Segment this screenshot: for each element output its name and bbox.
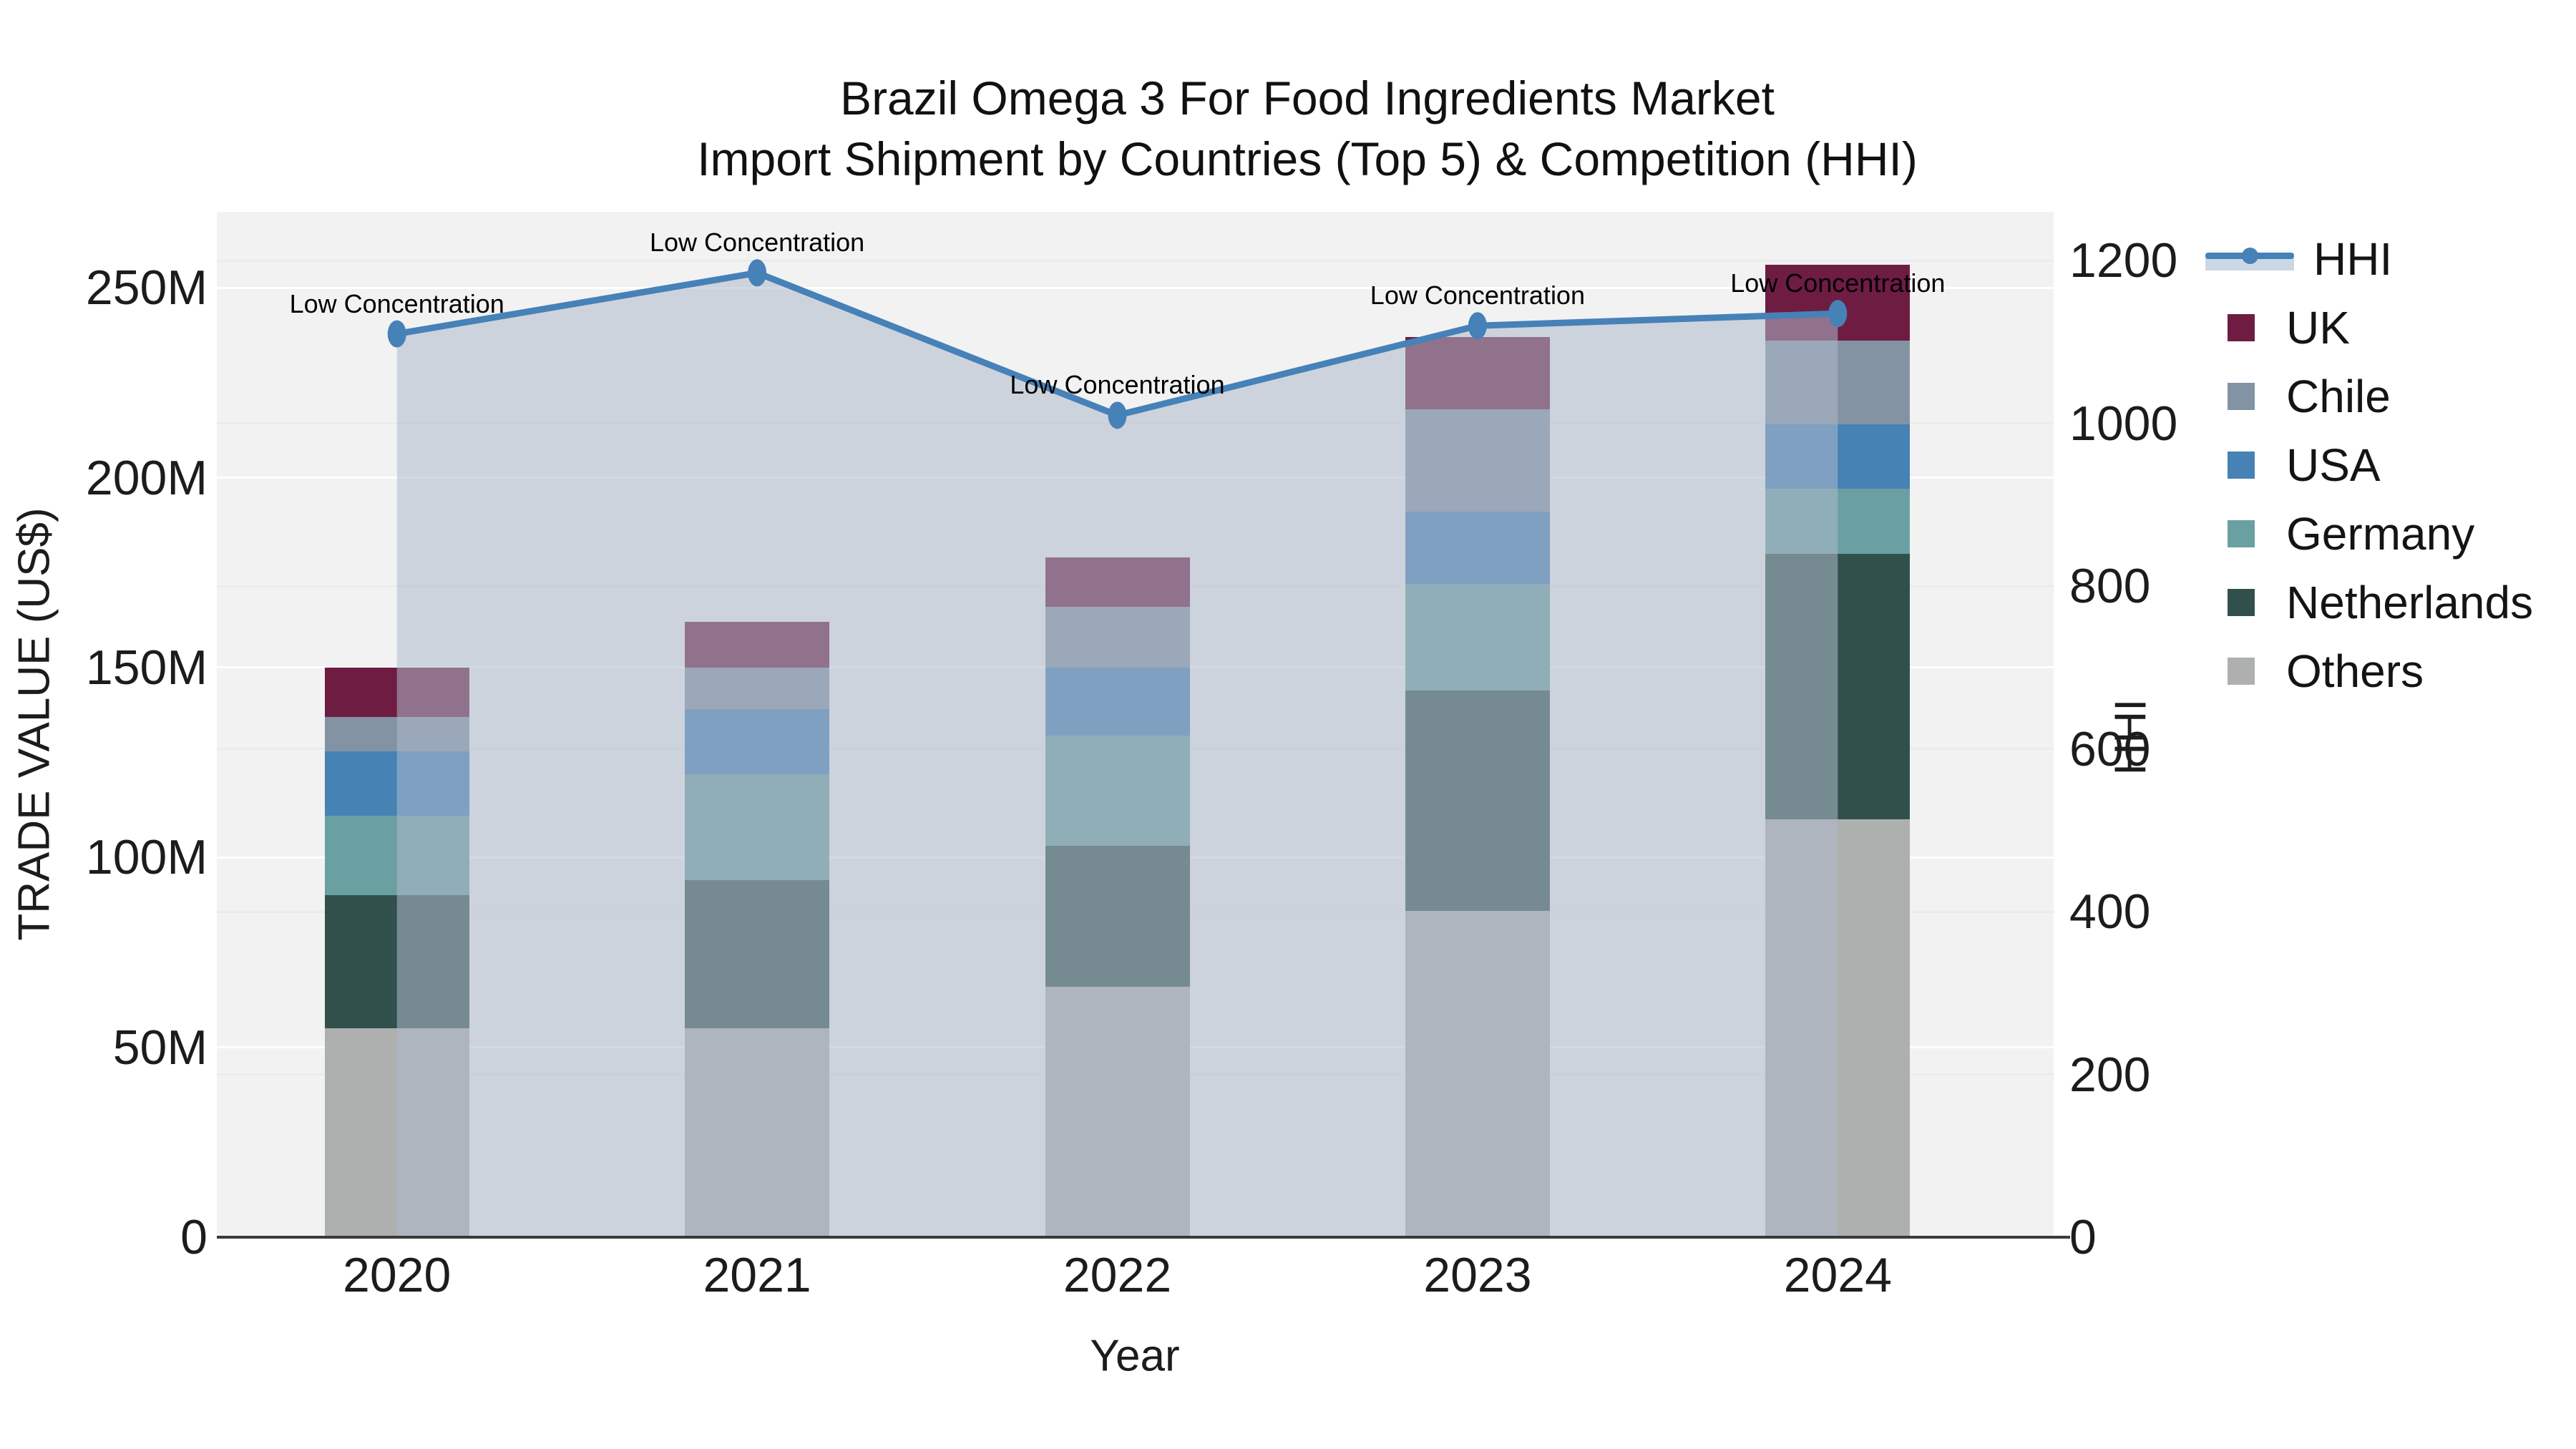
y-left-tick-250M: 250M <box>85 260 208 316</box>
legend-label: Chile <box>2286 371 2391 422</box>
y-left-tick-150M: 150M <box>85 640 208 695</box>
y-right-tick-200: 200 <box>2069 1047 2151 1102</box>
legend-item-hhi[interactable]: HHI <box>2205 225 2392 293</box>
y-right-tick-0: 0 <box>2069 1210 2097 1264</box>
hhi-line-sample-icon <box>2205 246 2294 272</box>
gridline-left-axis <box>217 286 2054 289</box>
y-right-tick-1200: 1200 <box>2069 233 2178 288</box>
y-left-tick-200M: 200M <box>85 450 208 505</box>
legend-item-netherlands[interactable]: Netherlands <box>2205 568 2533 637</box>
hhi-marker-2021[interactable]: HHI 2021: 1185 <box>748 259 767 287</box>
y-right-tick-1000: 1000 <box>2069 396 2178 451</box>
annotation-low-concentration-2020: Low Concentration <box>289 288 504 318</box>
legend-item-chile[interactable]: Chile <box>2205 362 2391 431</box>
annotation-low-concentration-2023: Low Concentration <box>1370 280 1585 311</box>
hhi-marker-2024[interactable]: HHI 2024: 1135 <box>1828 300 1848 328</box>
chart-title-line2: Import Shipment by Countries (Top 5) & C… <box>697 132 1918 185</box>
legend-swatch-icon <box>2228 314 2255 341</box>
gridline-right-axis <box>217 259 2054 262</box>
legend-label: USA <box>2286 439 2381 491</box>
y-left-tick-100M: 100M <box>85 830 208 885</box>
legend-label: Others <box>2286 645 2424 697</box>
legend-label: HHI <box>2313 233 2393 285</box>
legend-item-usa[interactable]: USA <box>2205 431 2381 499</box>
chart-title-line1: Brazil Omega 3 For Food Ingredients Mark… <box>840 72 1775 125</box>
y-left-tick-0: 0 <box>180 1210 208 1264</box>
x-tick-2024: 2024 <box>1783 1248 1892 1302</box>
legend-swatch-icon <box>2228 383 2255 410</box>
y-right-tick-600: 600 <box>2069 721 2151 776</box>
legend-swatch-icon <box>2228 520 2255 547</box>
hhi-marker-2023[interactable]: HHI 2023: 1120 <box>1468 312 1487 340</box>
legend-swatch-icon <box>2228 658 2255 685</box>
hhi-marker-2022[interactable]: HHI 2022: 1010 <box>1108 401 1127 429</box>
legend-item-uk[interactable]: UK <box>2205 293 2350 362</box>
hhi-area-fill <box>396 273 1838 1237</box>
legend-item-germany[interactable]: Germany <box>2205 499 2474 568</box>
x-axis-title: Year <box>1090 1331 1180 1381</box>
y-left-tick-50M: 50M <box>112 1020 208 1075</box>
x-tick-2021: 2021 <box>703 1248 811 1302</box>
legend-item-others[interactable]: Others <box>2205 637 2424 706</box>
annotation-low-concentration-2022: Low Concentration <box>1010 370 1225 400</box>
legend-swatch-icon <box>2228 452 2255 479</box>
x-tick-2020: 2020 <box>343 1248 452 1302</box>
legend-label: Germany <box>2286 508 2475 560</box>
y-right-tick-400: 400 <box>2069 884 2151 940</box>
hhi-marker-2020[interactable]: HHI 2020: 1110 <box>387 320 406 348</box>
legend-label: Netherlands <box>2286 577 2534 628</box>
y-right-tick-800: 800 <box>2069 559 2151 614</box>
plot-area: HHI 2020: 1110 HHI 2021: 1185 HHI 2022: 10… <box>217 212 2054 1237</box>
legend-swatch-icon <box>2228 589 2255 616</box>
x-tick-2022: 2022 <box>1063 1248 1172 1302</box>
x-axis-line <box>217 1236 2070 1239</box>
annotation-low-concentration-2024: Low Concentration <box>1730 268 1946 298</box>
legend-label: UK <box>2286 302 2350 353</box>
x-tick-2023: 2023 <box>1423 1248 1532 1302</box>
annotation-low-concentration-2021: Low Concentration <box>650 228 865 258</box>
